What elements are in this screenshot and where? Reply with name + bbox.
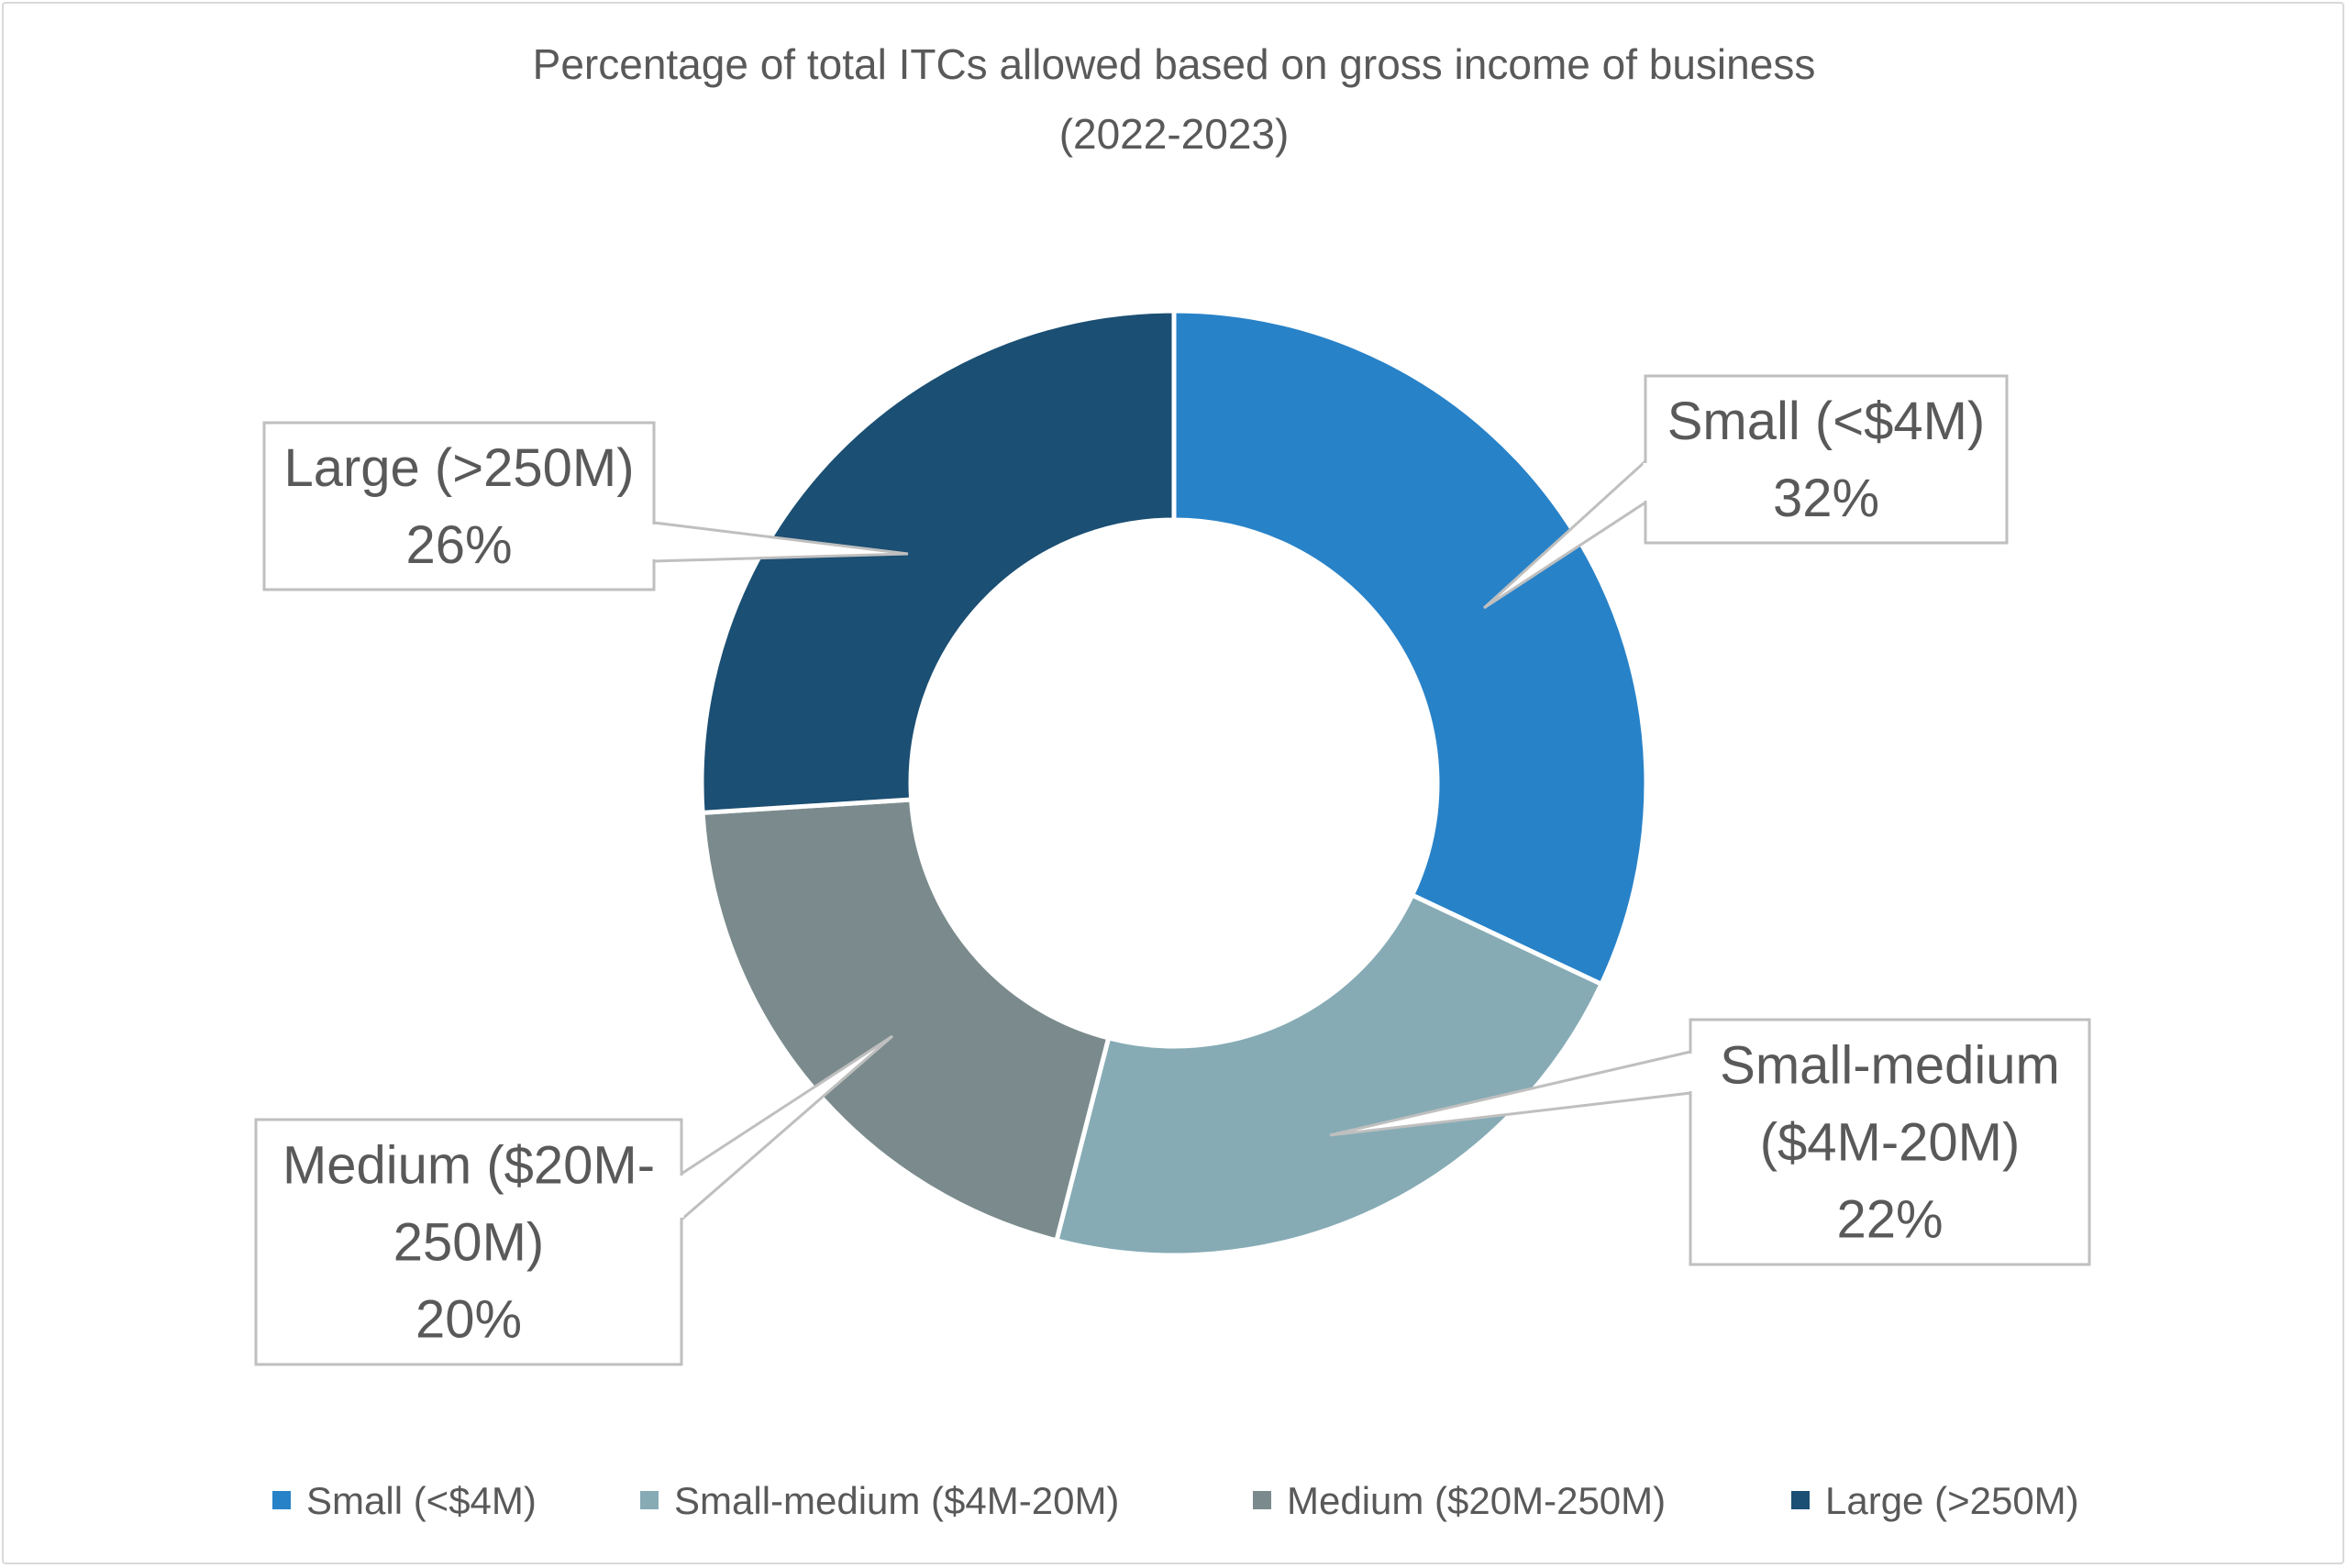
callout-medium-20m-250m: Medium ($20M- 250M) 20%	[254, 1034, 893, 1366]
data-label-category: 250M)	[393, 1213, 544, 1273]
callout-box	[1644, 374, 2009, 545]
data-label-category: Small-medium	[1720, 1036, 2060, 1096]
legend-swatch	[640, 1491, 659, 1509]
legend-label: Small-medium ($4M-20M)	[674, 1479, 1119, 1522]
slice-small-4m	[1171, 308, 1649, 988]
legend-swatch	[1791, 1491, 1810, 1509]
callout-box	[1689, 1018, 2091, 1266]
legend-label: Medium ($20M-250M)	[1287, 1479, 1666, 1522]
slice-large-250m	[699, 308, 1177, 815]
data-label-category: Small (<$4M)	[1667, 392, 1985, 451]
legend-swatch	[272, 1491, 291, 1509]
chart-title-line-2: (2022-2023)	[1059, 110, 1290, 158]
callout-box	[254, 1118, 683, 1366]
data-label-category: ($4M-20M)	[1760, 1113, 2021, 1173]
legend-label: Large (>250M)	[1825, 1479, 2079, 1522]
slice-small-medium-4m-20m	[1053, 891, 1605, 1258]
data-label-value: 26%	[405, 515, 512, 575]
doughnut-slices	[699, 308, 1649, 1258]
chart-title-line-1: Percentage of total ITCs allowed based o…	[533, 40, 1816, 88]
data-label-value: 22%	[1836, 1190, 1943, 1250]
legend-swatch	[1253, 1491, 1271, 1509]
data-label-value: 32%	[1773, 469, 1879, 528]
data-label-category: Medium ($20M-	[282, 1136, 655, 1196]
legend-item-small-4m: Small (<$4M)	[272, 1479, 537, 1522]
data-label-category: Large (>250M)	[283, 438, 634, 498]
callout-box	[262, 421, 656, 591]
callout-large-250m: Large (>250M) 26%	[262, 421, 909, 591]
data-label-callouts: Small (<$4M) 32% Small-medium ($4M-20M) 22% M…	[254, 374, 2091, 1366]
data-label-value: 20%	[415, 1290, 522, 1350]
legend-item-large-250m: Large (>250M)	[1791, 1479, 2079, 1522]
legend-item-small-medium-4m-20m: Small-medium ($4M-20M)	[640, 1479, 1119, 1522]
legend-label: Small (<$4M)	[306, 1479, 537, 1522]
callout-small-4m: Small (<$4M) 32%	[1482, 374, 2009, 610]
legend-item-medium-20m-250m: Medium ($20M-250M)	[1253, 1479, 1666, 1522]
slice-medium-20m-250m	[700, 797, 1112, 1243]
legend: Small (<$4M) Small-medium ($4M-20M) Medium…	[272, 1479, 2079, 1522]
callout-small-medium-4m-20m: Small-medium ($4M-20M) 22%	[1329, 1018, 2091, 1266]
